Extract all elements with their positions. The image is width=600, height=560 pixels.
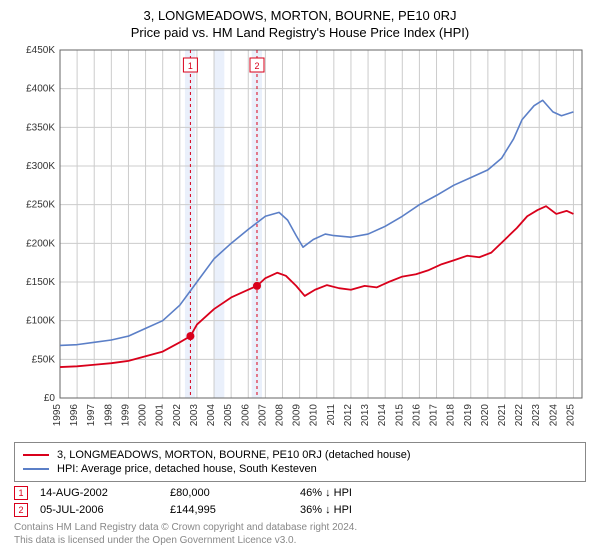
svg-text:2009: 2009 — [292, 404, 303, 427]
events-table: 1 14-AUG-2002 £80,000 46% ↓ HPI 2 05-JUL… — [14, 486, 586, 517]
legend-label: HPI: Average price, detached house, Sout… — [57, 463, 317, 475]
svg-text:£0: £0 — [44, 393, 56, 404]
svg-text:£50K: £50K — [32, 354, 56, 365]
svg-text:2002: 2002 — [172, 404, 183, 427]
svg-text:2014: 2014 — [377, 404, 388, 427]
svg-text:2018: 2018 — [446, 404, 457, 427]
legend-label: 3, LONGMEADOWS, MORTON, BOURNE, PE10 0RJ… — [57, 449, 411, 461]
svg-text:£250K: £250K — [26, 200, 55, 211]
svg-text:2025: 2025 — [565, 404, 576, 427]
svg-text:£400K: £400K — [26, 84, 55, 95]
svg-text:2001: 2001 — [155, 404, 166, 427]
event-price: £144,995 — [170, 504, 300, 516]
svg-text:£300K: £300K — [26, 161, 55, 172]
svg-text:2013: 2013 — [360, 404, 371, 427]
chart-title-line2: Price paid vs. HM Land Registry's House … — [10, 25, 590, 40]
footer-line: This data is licensed under the Open Gov… — [14, 534, 586, 547]
svg-text:£200K: £200K — [26, 238, 55, 249]
event-delta: 36% ↓ HPI — [300, 504, 430, 516]
svg-text:2015: 2015 — [394, 404, 405, 427]
svg-text:£350K: £350K — [26, 122, 55, 133]
legend-item: 3, LONGMEADOWS, MORTON, BOURNE, PE10 0RJ… — [23, 449, 577, 461]
svg-text:1997: 1997 — [86, 404, 97, 427]
svg-text:£100K: £100K — [26, 316, 55, 327]
chart-svg: £0 £50K £100K £150K £200K £250K £300K £350K £400… — [10, 46, 590, 436]
event-price: £80,000 — [170, 487, 300, 499]
event-date: 05-JUL-2006 — [40, 504, 170, 516]
legend-box: 3, LONGMEADOWS, MORTON, BOURNE, PE10 0RJ… — [14, 442, 586, 482]
event-row: 2 05-JUL-2006 £144,995 36% ↓ HPI — [14, 503, 586, 517]
svg-text:2005: 2005 — [223, 404, 234, 427]
svg-text:2007: 2007 — [257, 404, 268, 427]
svg-text:2004: 2004 — [206, 404, 217, 427]
event-marker: 2 — [14, 503, 28, 517]
footer-attribution: Contains HM Land Registry data © Crown c… — [14, 521, 586, 547]
svg-text:1: 1 — [188, 61, 193, 71]
svg-text:2000: 2000 — [138, 404, 149, 427]
event-date: 14-AUG-2002 — [40, 487, 170, 499]
svg-text:2024: 2024 — [548, 404, 559, 427]
svg-text:2019: 2019 — [463, 404, 474, 427]
svg-text:2017: 2017 — [429, 404, 440, 427]
event-row: 1 14-AUG-2002 £80,000 46% ↓ HPI — [14, 486, 586, 500]
svg-text:£150K: £150K — [26, 277, 55, 288]
svg-text:2022: 2022 — [514, 404, 525, 427]
chart-title-line1: 3, LONGMEADOWS, MORTON, BOURNE, PE10 0RJ — [10, 8, 590, 23]
legend-swatch — [23, 454, 49, 456]
footer-line: Contains HM Land Registry data © Crown c… — [14, 521, 586, 534]
svg-text:2: 2 — [254, 61, 259, 71]
svg-text:2010: 2010 — [309, 404, 320, 427]
event-delta: 46% ↓ HPI — [300, 487, 430, 499]
legend-swatch — [23, 468, 49, 470]
svg-text:1995: 1995 — [52, 404, 63, 427]
svg-text:£450K: £450K — [26, 46, 55, 56]
svg-text:2012: 2012 — [343, 404, 354, 427]
svg-text:2021: 2021 — [497, 404, 508, 427]
svg-text:2011: 2011 — [326, 404, 337, 426]
svg-text:1999: 1999 — [120, 404, 131, 427]
event-marker: 1 — [14, 486, 28, 500]
svg-text:2023: 2023 — [531, 404, 542, 427]
legend-item: HPI: Average price, detached house, Sout… — [23, 463, 577, 475]
svg-text:1998: 1998 — [103, 404, 114, 427]
svg-text:2020: 2020 — [480, 404, 491, 427]
svg-text:2006: 2006 — [240, 404, 251, 427]
svg-text:2003: 2003 — [189, 404, 200, 427]
chart-plot-area: £0 £50K £100K £150K £200K £250K £300K £350K £400… — [10, 46, 590, 436]
svg-text:1996: 1996 — [69, 404, 80, 427]
svg-text:2016: 2016 — [411, 404, 422, 427]
svg-text:2008: 2008 — [274, 404, 285, 427]
chart-container: 3, LONGMEADOWS, MORTON, BOURNE, PE10 0RJ… — [0, 0, 600, 560]
